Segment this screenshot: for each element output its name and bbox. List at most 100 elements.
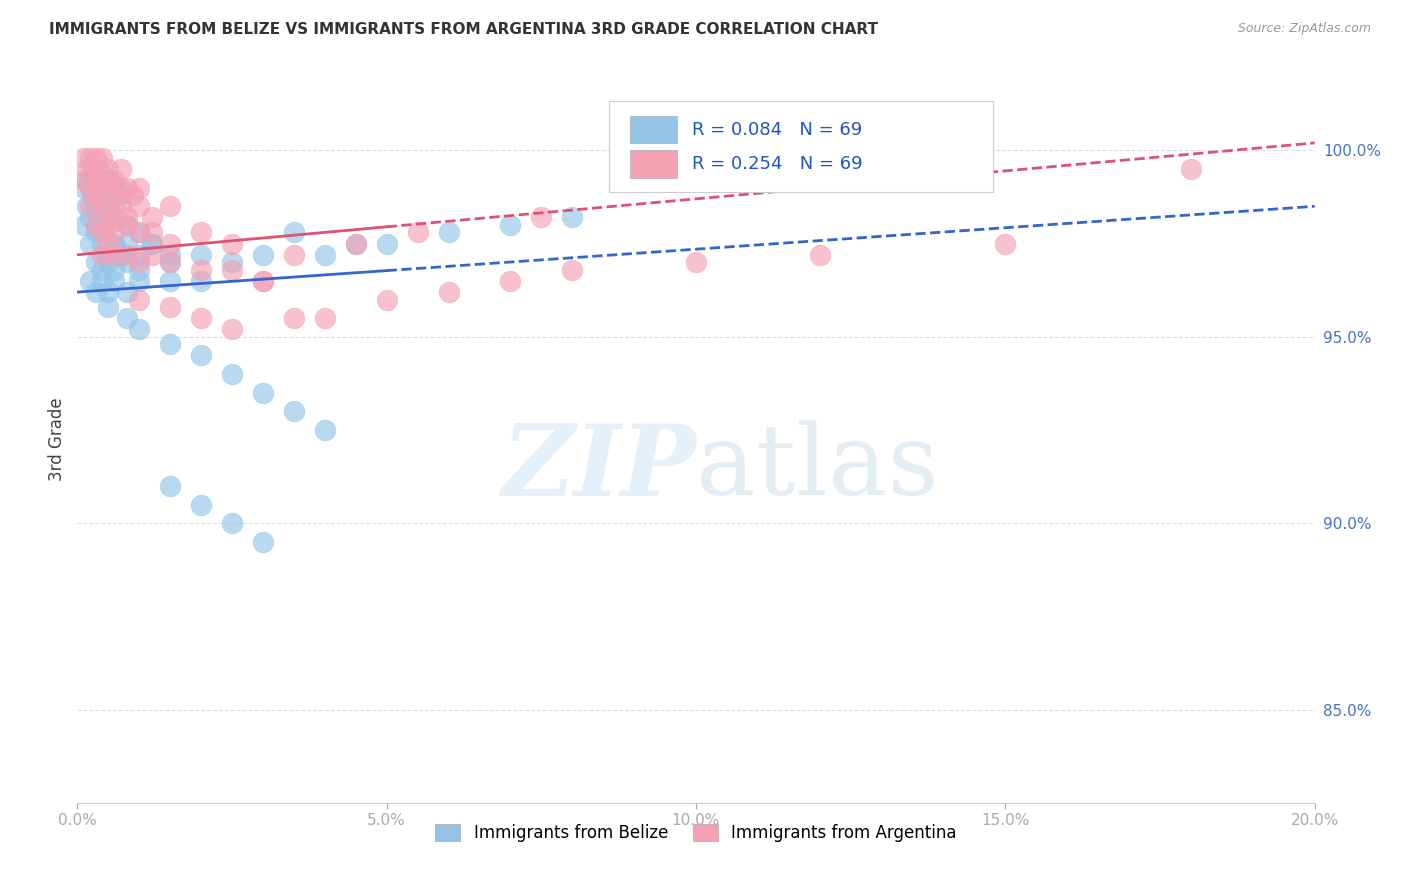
Point: [159, 300, 181, 314]
Point: [190, 226, 212, 240]
Point: [91, 199, 114, 213]
Point: [79, 151, 101, 165]
Point: [72, 218, 94, 232]
Point: [97, 236, 120, 251]
Point: [97, 161, 120, 176]
Text: ZIP: ZIP: [501, 420, 696, 516]
Point: [221, 516, 243, 531]
Point: [84, 199, 107, 213]
Point: [79, 199, 101, 213]
Point: [128, 180, 150, 194]
Point: [128, 322, 150, 336]
Point: [141, 248, 163, 262]
Point: [79, 236, 101, 251]
Point: [561, 211, 583, 225]
Point: [103, 199, 125, 213]
Point: [283, 248, 305, 262]
Point: [84, 255, 107, 269]
Point: [103, 262, 125, 277]
Point: [141, 236, 163, 251]
Point: [103, 226, 125, 240]
Point: [283, 226, 305, 240]
Point: [1180, 161, 1202, 176]
Point: [97, 300, 120, 314]
Point: [82, 188, 104, 202]
Point: [128, 293, 150, 307]
Point: [252, 274, 274, 288]
Point: [76, 199, 98, 213]
Point: [97, 218, 120, 232]
Point: [97, 255, 120, 269]
Point: [314, 423, 336, 437]
Point: [252, 248, 274, 262]
Point: [115, 255, 138, 269]
Point: [141, 236, 163, 251]
Point: [159, 337, 181, 351]
Point: [115, 180, 138, 194]
Point: [103, 180, 125, 194]
Point: [128, 274, 150, 288]
Point: [84, 285, 107, 299]
Point: [91, 226, 114, 240]
Point: [190, 248, 212, 262]
Point: [76, 173, 98, 187]
Point: [103, 248, 125, 262]
Text: R = 0.084   N = 69: R = 0.084 N = 69: [692, 120, 862, 138]
Point: [110, 161, 132, 176]
Point: [190, 262, 212, 277]
Point: [685, 255, 707, 269]
Point: [79, 211, 101, 225]
Point: [91, 248, 114, 262]
Text: atlas: atlas: [696, 420, 939, 516]
Point: [72, 173, 94, 187]
FancyBboxPatch shape: [609, 102, 993, 192]
Point: [190, 498, 212, 512]
Point: [190, 274, 212, 288]
Point: [79, 274, 101, 288]
Point: [115, 218, 138, 232]
Point: [252, 534, 274, 549]
Point: [97, 285, 120, 299]
Point: [87, 161, 110, 176]
Point: [128, 199, 150, 213]
Point: [159, 236, 181, 251]
Text: Source: ZipAtlas.com: Source: ZipAtlas.com: [1237, 22, 1371, 36]
Point: [499, 274, 522, 288]
Point: [159, 248, 181, 262]
Point: [97, 199, 120, 213]
Point: [91, 262, 114, 277]
Point: [314, 248, 336, 262]
Point: [283, 311, 305, 326]
Point: [221, 322, 243, 336]
Text: IMMIGRANTS FROM BELIZE VS IMMIGRANTS FROM ARGENTINA 3RD GRADE CORRELATION CHART: IMMIGRANTS FROM BELIZE VS IMMIGRANTS FRO…: [49, 22, 879, 37]
Point: [91, 180, 114, 194]
Point: [344, 236, 367, 251]
Point: [79, 180, 101, 194]
Point: [190, 311, 212, 326]
Point: [128, 226, 150, 240]
Legend: Immigrants from Belize, Immigrants from Argentina: Immigrants from Belize, Immigrants from …: [429, 817, 963, 849]
Point: [283, 404, 305, 418]
Point: [221, 367, 243, 381]
Point: [110, 188, 132, 202]
Point: [87, 180, 110, 194]
Point: [437, 285, 460, 299]
Point: [84, 226, 107, 240]
Point: [141, 226, 163, 240]
Point: [103, 236, 125, 251]
Point: [76, 161, 98, 176]
Point: [72, 151, 94, 165]
Point: [221, 262, 243, 277]
Point: [97, 248, 120, 262]
Point: [344, 236, 367, 251]
Point: [103, 236, 125, 251]
Point: [375, 293, 398, 307]
Text: R = 0.254   N = 69: R = 0.254 N = 69: [692, 155, 863, 173]
Point: [115, 285, 138, 299]
Point: [190, 348, 212, 362]
Point: [122, 188, 145, 202]
Point: [314, 311, 336, 326]
Point: [103, 173, 125, 187]
Point: [159, 255, 181, 269]
Point: [499, 218, 522, 232]
